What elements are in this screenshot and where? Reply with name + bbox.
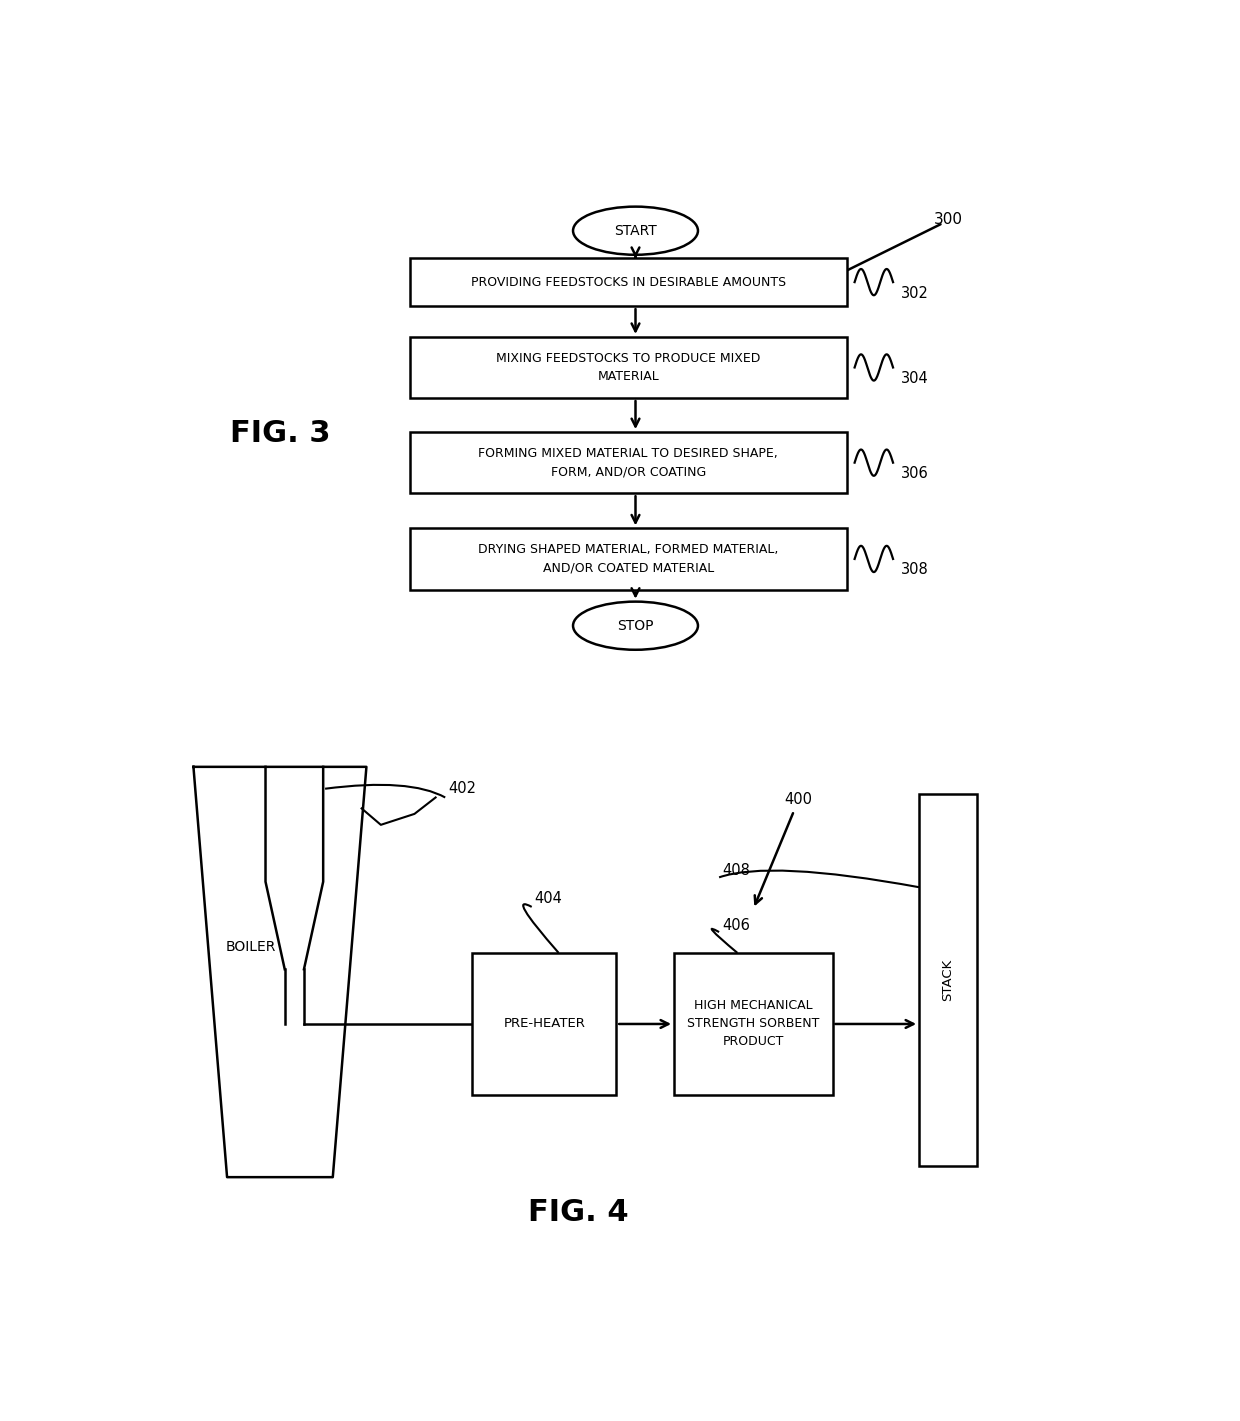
Text: FIG. 3: FIG. 3 [229,419,330,448]
Bar [409,529,847,590]
Bar [409,259,847,306]
Text: 302: 302 [900,286,929,301]
Text: 404: 404 [534,891,563,905]
Text: MIXING FEEDSTOCKS TO PRODUCE MIXED
MATERIAL: MIXING FEEDSTOCKS TO PRODUCE MIXED MATER… [496,352,760,384]
Bar [409,337,847,398]
Text: 406: 406 [722,918,750,934]
Text: 402: 402 [448,782,476,796]
Bar [919,794,977,1167]
Ellipse shape [573,206,698,254]
Text: 304: 304 [900,371,929,387]
Text: HIGH MECHANICAL
STRENGTH SORBENT
PRODUCT: HIGH MECHANICAL STRENGTH SORBENT PRODUCT [687,999,820,1049]
Text: 408: 408 [722,864,750,878]
Text: START: START [614,223,657,237]
Bar [472,953,616,1096]
Text: PROVIDING FEEDSTOCKS IN DESIRABLE AMOUNTS: PROVIDING FEEDSTOCKS IN DESIRABLE AMOUNT… [471,276,786,288]
Text: FORMING MIXED MATERIAL TO DESIRED SHAPE,
FORM, AND/OR COATING: FORMING MIXED MATERIAL TO DESIRED SHAPE,… [479,448,779,477]
Text: 306: 306 [900,466,929,482]
Text: PRE-HEATER: PRE-HEATER [503,1017,585,1030]
Text: STACK: STACK [941,959,955,1002]
Bar [675,953,832,1096]
Text: 300: 300 [934,212,962,227]
Text: BOILER: BOILER [226,941,277,955]
Text: FIG. 4: FIG. 4 [527,1198,629,1226]
Text: DRYING SHAPED MATERIAL, FORMED MATERIAL,
AND/OR COATED MATERIAL: DRYING SHAPED MATERIAL, FORMED MATERIAL,… [479,543,779,574]
Text: 308: 308 [900,563,929,577]
Text: STOP: STOP [618,618,653,632]
Ellipse shape [573,601,698,649]
Text: 400: 400 [785,791,812,807]
Bar [409,432,847,493]
